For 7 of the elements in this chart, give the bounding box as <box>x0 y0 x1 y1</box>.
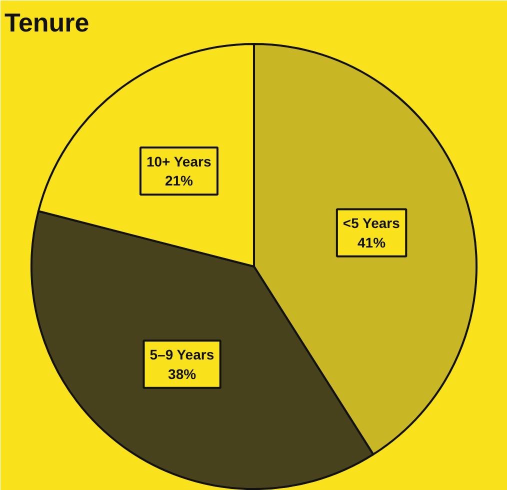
data-label: 21% <box>164 172 194 189</box>
slice-label: 10+ Years <box>146 153 212 170</box>
data-label: 41% <box>358 234 386 250</box>
chart-title: Tenure <box>4 8 90 38</box>
slice-label: <5 Years <box>342 215 400 232</box>
data-label: 38% <box>168 366 197 382</box>
slice-label: 5–9 Years <box>150 346 214 363</box>
